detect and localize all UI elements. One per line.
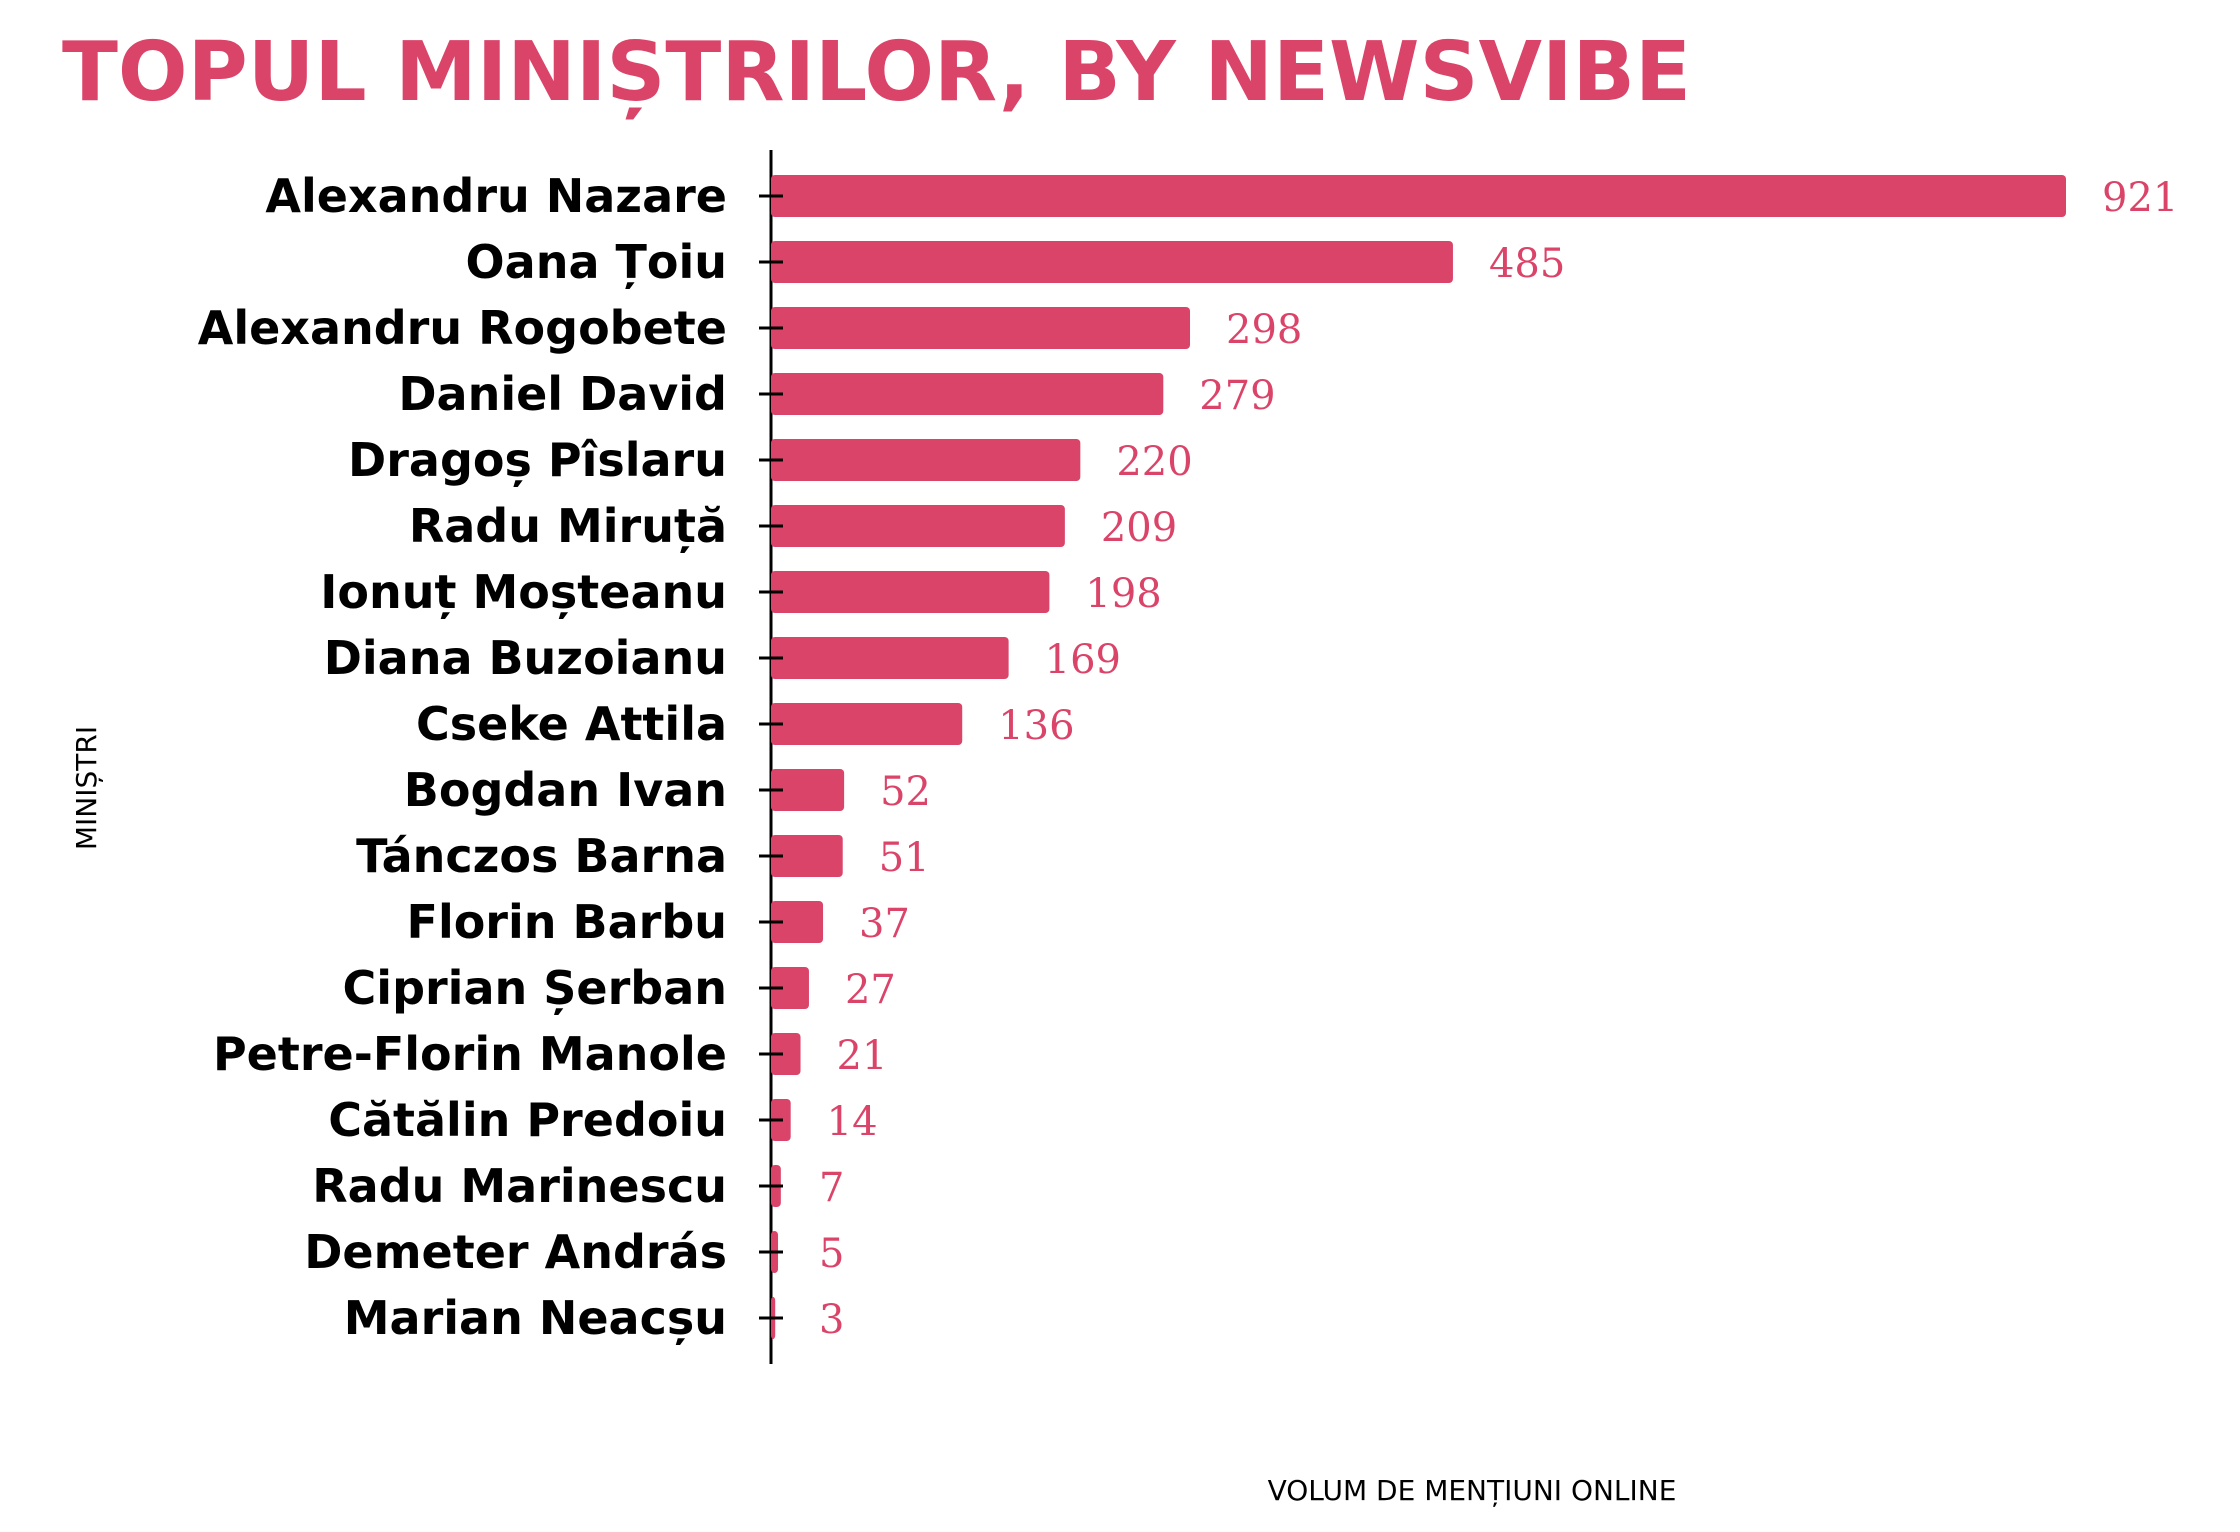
- bar: [771, 571, 1050, 613]
- bar: [771, 637, 1009, 679]
- x-axis-title: VOLUM DE MENȚIUNI ONLINE: [1268, 1474, 1677, 1507]
- bar: [771, 241, 1453, 283]
- category-label: Ciprian Șerban: [343, 961, 727, 1015]
- value-label: 3: [819, 1297, 844, 1343]
- category-label: Tánczos Barna: [356, 829, 727, 883]
- bar: [771, 967, 809, 1009]
- chart-marks: Alexandru Nazare 921 Oana Țoiu 485 Alexandru…: [198, 169, 2179, 1345]
- bar: [771, 703, 963, 745]
- value-label: 485: [1489, 241, 1565, 287]
- bar: [771, 901, 824, 943]
- category-label: Cseke Attila: [416, 697, 727, 751]
- value-label: 37: [859, 901, 910, 947]
- value-label: 27: [845, 967, 896, 1013]
- value-label: 5: [819, 1231, 844, 1277]
- category-label: Cătălin Predoiu: [328, 1093, 727, 1147]
- value-label: 298: [1226, 307, 1302, 353]
- y-axis-title: MINIȘTRI: [70, 726, 103, 850]
- bar: [771, 175, 2066, 217]
- category-label: Radu Marinescu: [312, 1159, 727, 1213]
- value-label: 7: [819, 1165, 844, 1211]
- bar: [771, 769, 845, 811]
- category-label: Radu Miruță: [409, 499, 727, 553]
- category-label: Petre-Florin Manole: [213, 1027, 727, 1081]
- category-label: Bogdan Ivan: [404, 763, 727, 817]
- value-label: 21: [837, 1033, 888, 1079]
- bar: [771, 835, 843, 877]
- chart-title: TOPUL MINIȘTRILOR, BY NEWSVIBE: [62, 25, 1691, 120]
- bar: [771, 307, 1191, 349]
- value-label: 136: [998, 703, 1074, 749]
- category-label: Daniel David: [398, 367, 727, 421]
- value-label: 169: [1045, 637, 1121, 683]
- category-label: Marian Neacșu: [344, 1291, 727, 1345]
- value-label: 51: [879, 835, 930, 881]
- category-label: Alexandru Nazare: [265, 169, 727, 223]
- category-label: Florin Barbu: [407, 895, 727, 949]
- value-label: 198: [1085, 571, 1161, 617]
- category-label: Diana Buzoianu: [324, 631, 727, 685]
- value-label: 52: [880, 769, 931, 815]
- bar: [771, 505, 1065, 547]
- value-label: 220: [1116, 439, 1192, 485]
- category-label: Alexandru Rogobete: [198, 301, 727, 355]
- value-label: 14: [827, 1099, 878, 1145]
- value-label: 279: [1199, 373, 1275, 419]
- category-label: Ionuț Moșteanu: [320, 565, 727, 619]
- value-label: 209: [1101, 505, 1177, 551]
- category-label: Demeter András: [304, 1225, 727, 1279]
- bar: [771, 373, 1164, 415]
- bar: [771, 439, 1081, 481]
- bar: [771, 1033, 801, 1075]
- value-label: 921: [2102, 175, 2178, 221]
- category-label: Dragoș Pîslaru: [348, 433, 727, 487]
- category-label: Oana Țoiu: [466, 235, 727, 289]
